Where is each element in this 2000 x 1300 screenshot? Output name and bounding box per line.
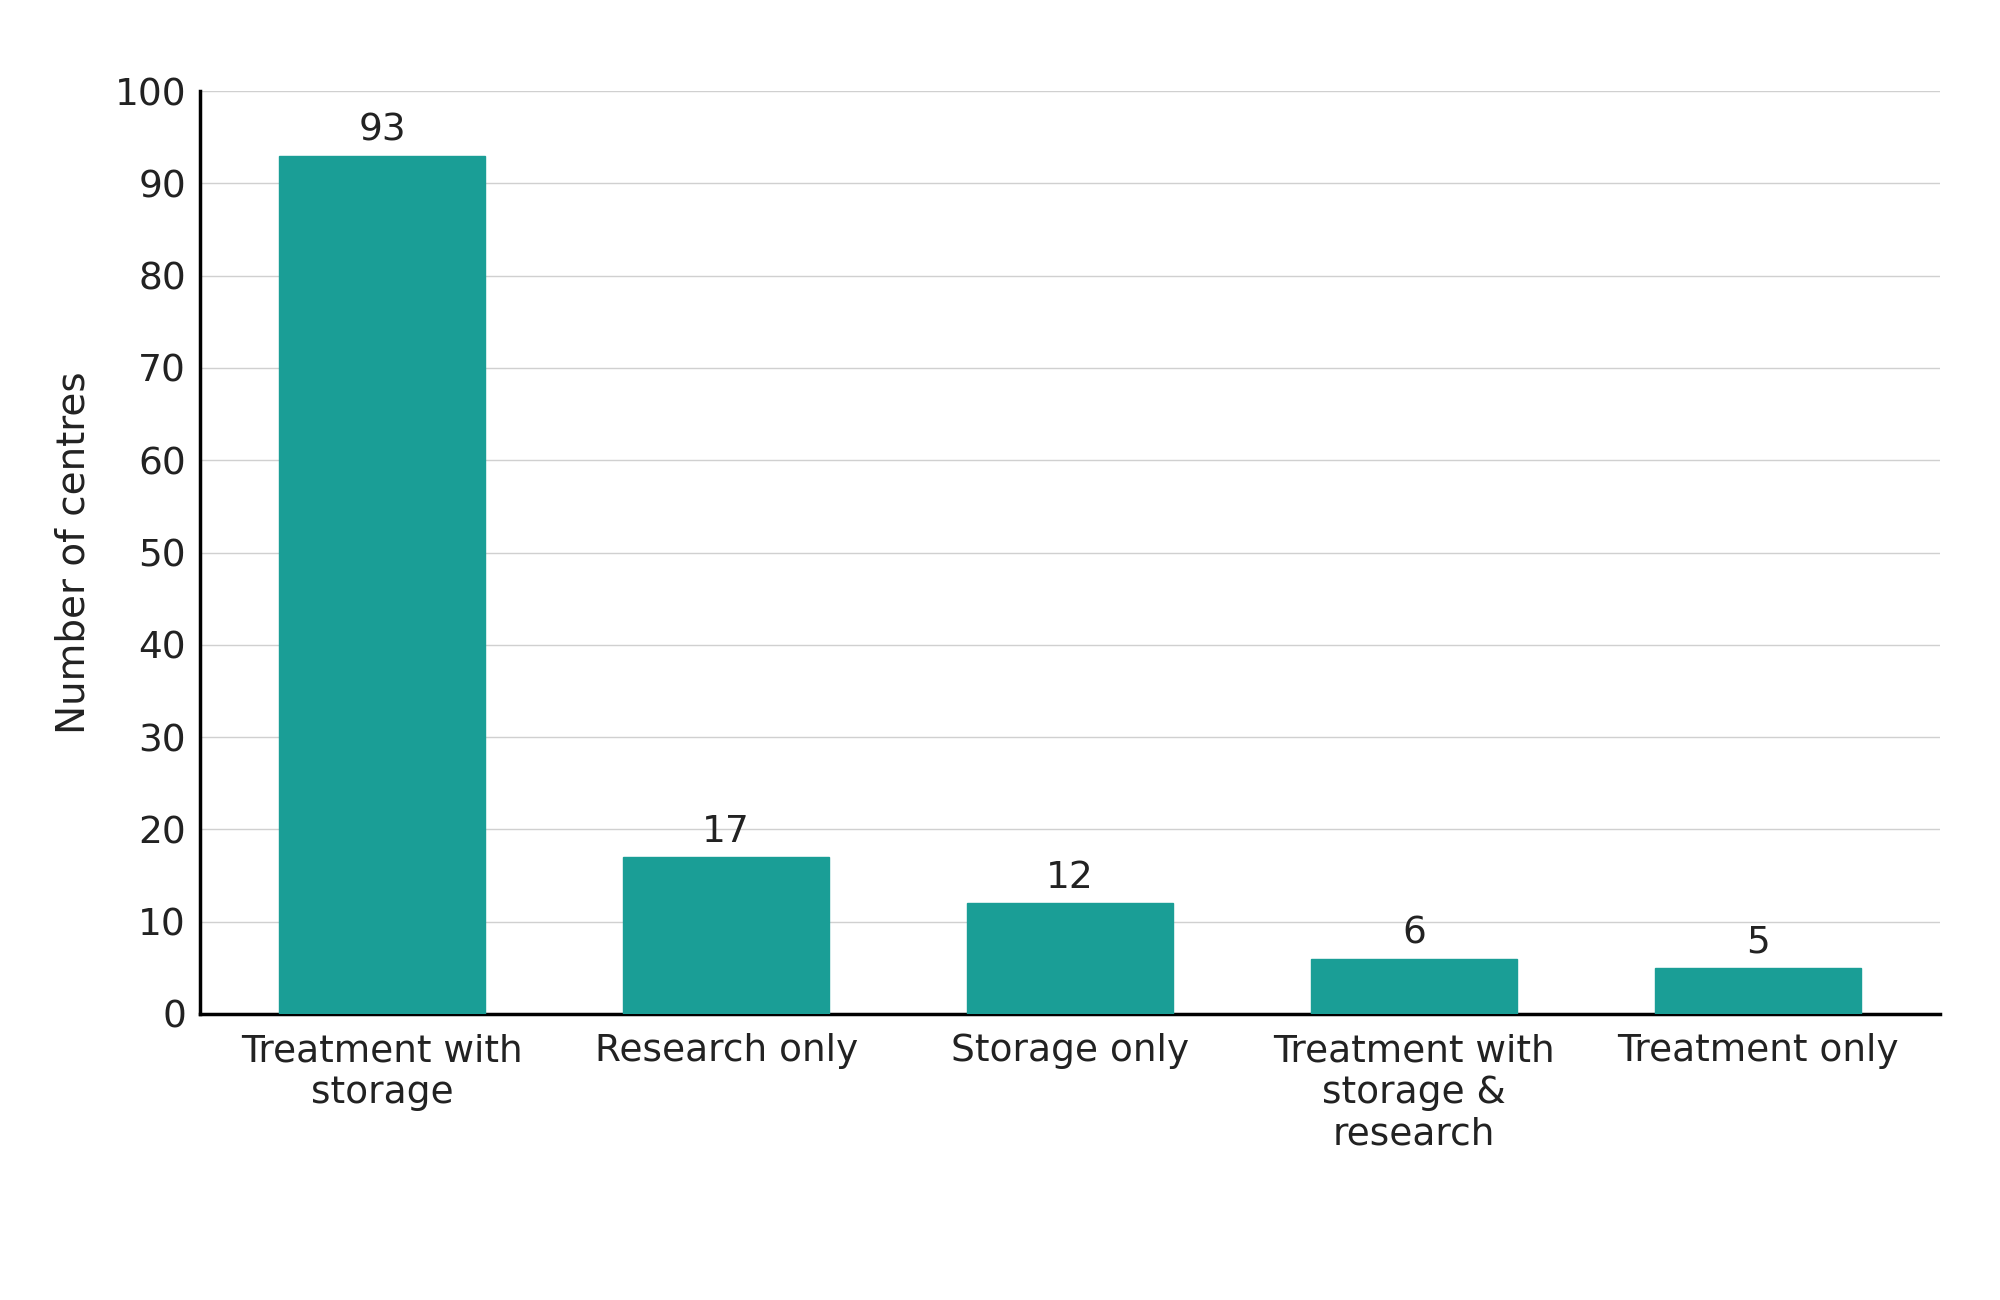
Bar: [622, 857, 830, 1014]
Y-axis label: Number of centres: Number of centres: [54, 372, 92, 733]
Text: 5: 5: [1746, 924, 1770, 961]
Text: 17: 17: [702, 814, 750, 850]
Text: 6: 6: [1402, 915, 1426, 952]
Bar: [280, 156, 486, 1014]
Bar: [966, 903, 1174, 1014]
Text: 12: 12: [1046, 859, 1094, 896]
Bar: [1310, 958, 1518, 1014]
Text: 93: 93: [358, 112, 406, 148]
Bar: [1654, 967, 1860, 1014]
